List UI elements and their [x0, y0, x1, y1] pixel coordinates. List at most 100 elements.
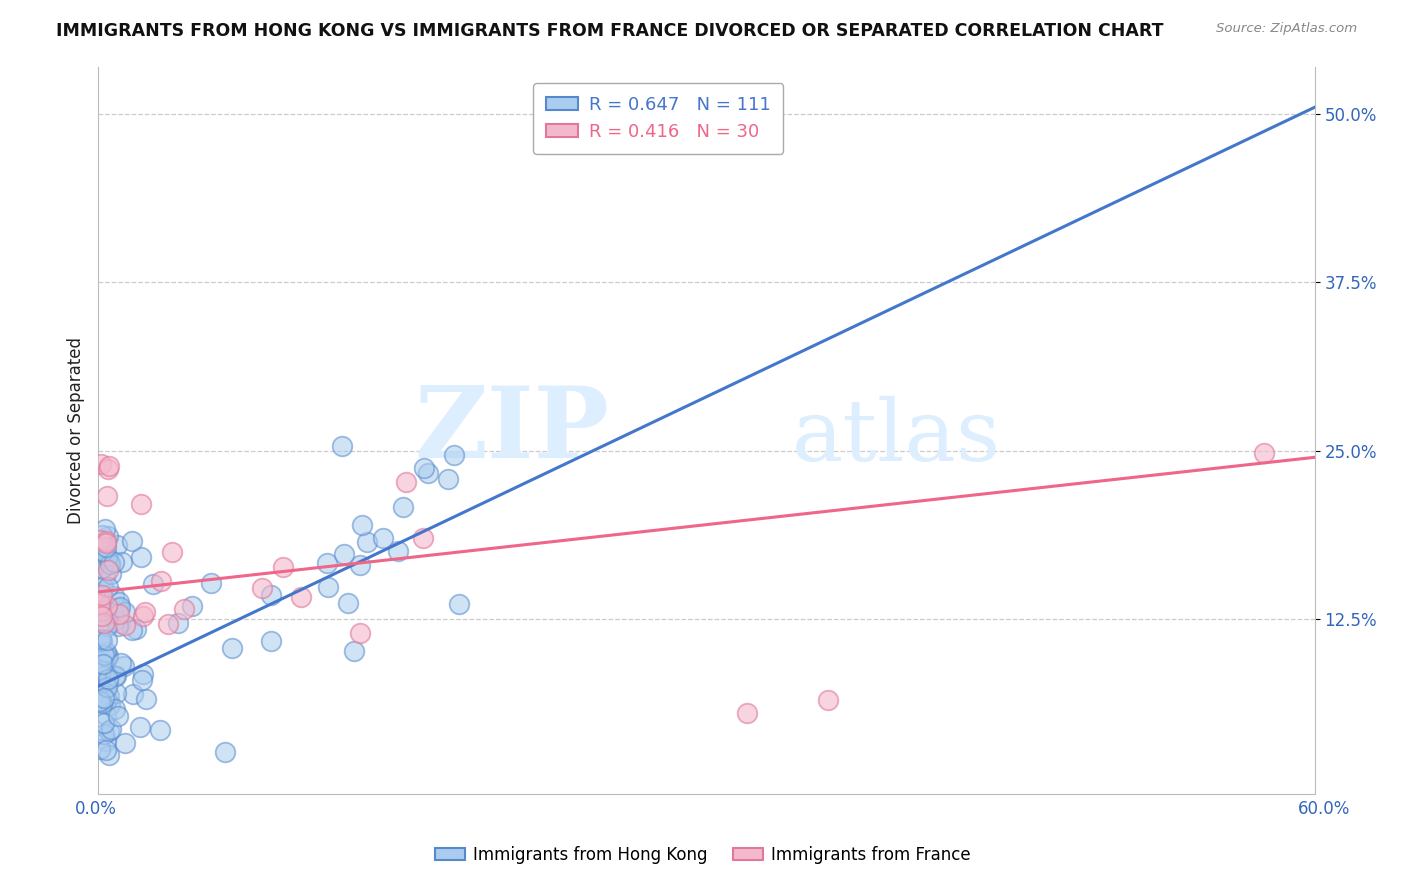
- Point: [817, 692, 839, 706]
- Point: [356, 534, 378, 549]
- Point: [214, 745, 236, 759]
- Point: [101, 606, 124, 620]
- Point: [91, 696, 114, 710]
- Point: [121, 687, 143, 701]
- Point: [104, 686, 127, 700]
- Point: [98, 554, 121, 568]
- Point: [352, 517, 374, 532]
- Point: [96, 563, 118, 577]
- Point: [131, 673, 153, 688]
- Point: [93, 648, 115, 663]
- Point: [93, 616, 115, 631]
- Point: [97, 649, 120, 664]
- Point: [94, 675, 117, 690]
- Point: [89, 597, 111, 611]
- Point: [108, 615, 131, 630]
- Point: [96, 733, 118, 747]
- Point: [91, 588, 114, 602]
- Text: IMMIGRANTS FROM HONG KONG VS IMMIGRANTS FROM FRANCE DIVORCED OR SEPARATED CORREL: IMMIGRANTS FROM HONG KONG VS IMMIGRANTS …: [56, 22, 1164, 40]
- Point: [94, 540, 117, 554]
- Point: [103, 589, 125, 603]
- Point: [110, 555, 132, 569]
- Point: [89, 604, 111, 618]
- Point: [96, 649, 118, 664]
- Point: [89, 591, 111, 605]
- Point: [100, 722, 122, 736]
- Point: [97, 676, 120, 690]
- Point: [96, 708, 118, 723]
- Point: [93, 657, 115, 671]
- Point: [250, 581, 273, 595]
- Point: [129, 550, 152, 565]
- Point: [114, 605, 136, 619]
- Point: [134, 605, 156, 619]
- Point: [157, 617, 180, 632]
- Point: [89, 693, 111, 707]
- Point: [96, 632, 118, 647]
- Point: [91, 540, 114, 554]
- Text: 0.0%: 0.0%: [75, 799, 117, 817]
- Point: [97, 723, 120, 738]
- Point: [413, 461, 436, 475]
- Point: [135, 692, 157, 706]
- Legend: R = 0.647   N = 111, R = 0.416   N = 30: R = 0.647 N = 111, R = 0.416 N = 30: [533, 83, 783, 153]
- Point: [89, 604, 111, 618]
- Point: [97, 748, 120, 763]
- Point: [349, 626, 371, 640]
- Point: [221, 640, 243, 655]
- Point: [316, 580, 339, 594]
- Point: [105, 668, 128, 682]
- Point: [93, 668, 115, 682]
- Point: [94, 644, 117, 658]
- Point: [160, 545, 183, 559]
- Point: [104, 669, 127, 683]
- Point: [449, 597, 471, 611]
- Point: [149, 574, 172, 588]
- Y-axis label: Divorced or Separated: Divorced or Separated: [66, 337, 84, 524]
- Point: [108, 595, 131, 609]
- Point: [131, 666, 153, 681]
- Point: [112, 658, 135, 673]
- Point: [100, 567, 122, 582]
- Point: [167, 616, 190, 631]
- Point: [260, 634, 283, 648]
- Point: [105, 538, 128, 552]
- Point: [97, 672, 120, 686]
- Point: [343, 644, 366, 658]
- Point: [94, 657, 117, 672]
- Point: [90, 457, 112, 471]
- Point: [97, 459, 120, 474]
- Point: [97, 580, 120, 594]
- Point: [418, 466, 440, 480]
- Point: [89, 533, 111, 547]
- Point: [125, 622, 148, 636]
- Point: [271, 560, 294, 574]
- Point: [108, 607, 131, 621]
- Point: [330, 439, 353, 453]
- Point: [260, 588, 283, 602]
- Point: [89, 695, 111, 709]
- Point: [391, 500, 413, 514]
- Point: [108, 600, 131, 615]
- Point: [148, 723, 170, 738]
- Point: [89, 615, 111, 630]
- Point: [94, 536, 117, 550]
- Point: [290, 590, 312, 604]
- Point: [373, 531, 395, 545]
- Point: [412, 531, 434, 545]
- Point: [129, 497, 152, 511]
- Point: [110, 656, 132, 670]
- Point: [103, 555, 125, 569]
- Point: [93, 727, 115, 741]
- Point: [91, 543, 114, 558]
- Point: [89, 673, 111, 687]
- Point: [200, 575, 222, 590]
- Point: [89, 741, 111, 756]
- Point: [96, 681, 118, 695]
- Text: 60.0%: 60.0%: [1298, 799, 1351, 817]
- Point: [90, 664, 112, 678]
- Point: [97, 462, 120, 476]
- Point: [333, 547, 356, 561]
- Point: [103, 613, 125, 627]
- Point: [96, 619, 118, 633]
